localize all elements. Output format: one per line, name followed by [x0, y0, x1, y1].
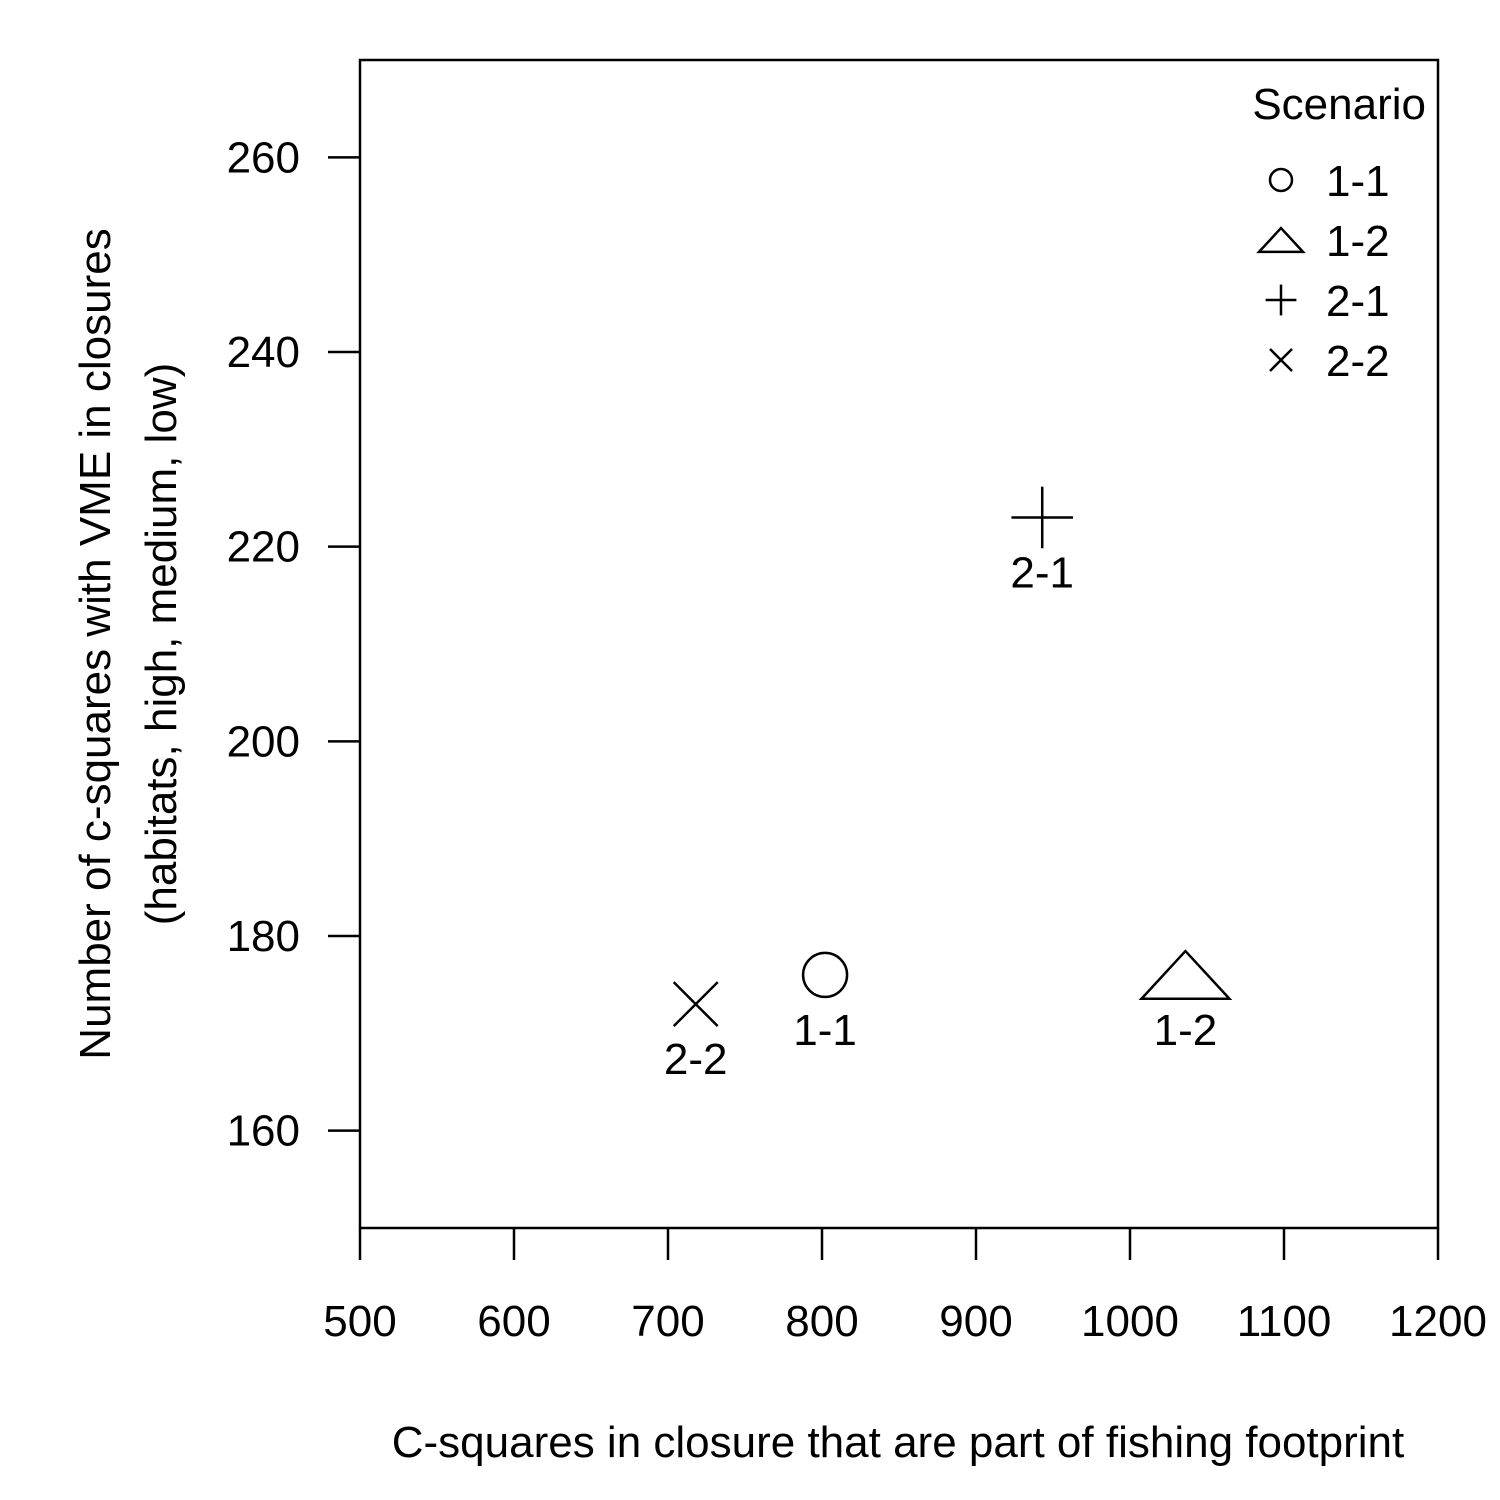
- y-axis-title: Number of c-squares with VME in closures…: [71, 228, 186, 1059]
- legend-label-1-2: 1-2: [1326, 217, 1390, 266]
- data-point-marker-1-2: [1138, 949, 1233, 1001]
- legend-title: Scenario: [1252, 80, 1426, 129]
- legend-label-2-2: 2-2: [1326, 337, 1390, 386]
- data-point-marker-2-2-d2: [672, 981, 719, 1028]
- legend-label-1-1: 1-1: [1326, 157, 1390, 206]
- x-axis-title: C-squares in closure that are part of fi…: [392, 1418, 1405, 1467]
- y-axis-title-line-2: (habitats, high, medium, low): [137, 363, 186, 925]
- y-tick-label-4: 240: [227, 328, 300, 377]
- x-tick-label-2: 700: [631, 1297, 704, 1346]
- y-axis-title-line-1: Number of c-squares with VME in closures: [71, 228, 120, 1059]
- legend-marker-1-1: [1268, 167, 1294, 193]
- x-tick-label-3: 800: [785, 1297, 858, 1346]
- x-tick-label-7: 1200: [1389, 1297, 1487, 1346]
- x-tick-label-1: 600: [477, 1297, 550, 1346]
- y-tick-label-1: 180: [227, 912, 300, 961]
- data-point-label-1-1: 1-1: [793, 1006, 857, 1055]
- data-point-marker-2-1: [1011, 486, 1074, 549]
- data-point-2-2: 2-2: [664, 981, 728, 1084]
- x-tick-label-6: 1100: [1237, 1297, 1332, 1346]
- legend-marker-2-2-d2: [1269, 348, 1293, 372]
- legend-marker-1-2: [1256, 226, 1306, 254]
- x-axis: 500 600 700 800 900 1000 1100 1200: [323, 1228, 1487, 1346]
- y-tick-label-5: 260: [227, 133, 300, 182]
- data-point-label-2-1: 2-1: [1010, 548, 1074, 597]
- plot-frame: [358, 58, 1440, 1230]
- y-axis: 160 180 200 220 240 260: [227, 133, 360, 1156]
- x-tick-label-4: 900: [939, 1297, 1012, 1346]
- data-point-1-2: 1-2: [1138, 949, 1233, 1055]
- data-point-marker-1-1: [801, 951, 849, 999]
- legend-label-2-1: 2-1: [1326, 277, 1390, 326]
- data-point-label-1-2: 1-2: [1154, 1006, 1218, 1055]
- x-tick-label-0: 500: [323, 1297, 396, 1346]
- x-tick-label-5: 1000: [1081, 1297, 1179, 1346]
- data-point-1-1: 1-1: [793, 951, 857, 1055]
- y-tick-label-3: 220: [227, 523, 300, 572]
- data-point-marker-2-2: [672, 981, 719, 1028]
- y-tick-label-2: 200: [227, 717, 300, 766]
- data-point-2-1: 2-1: [1010, 486, 1074, 597]
- legend: Scenario 1-1 1-2 2-1 2-2: [1252, 80, 1426, 386]
- y-tick-label-0: 160: [227, 1107, 300, 1156]
- data-points: 1-1 1-2 2-1 2-2: [664, 486, 1233, 1084]
- legend-marker-2-2: [1269, 348, 1293, 372]
- legend-marker-2-1: [1265, 284, 1297, 316]
- data-point-label-2-2: 2-2: [664, 1035, 728, 1084]
